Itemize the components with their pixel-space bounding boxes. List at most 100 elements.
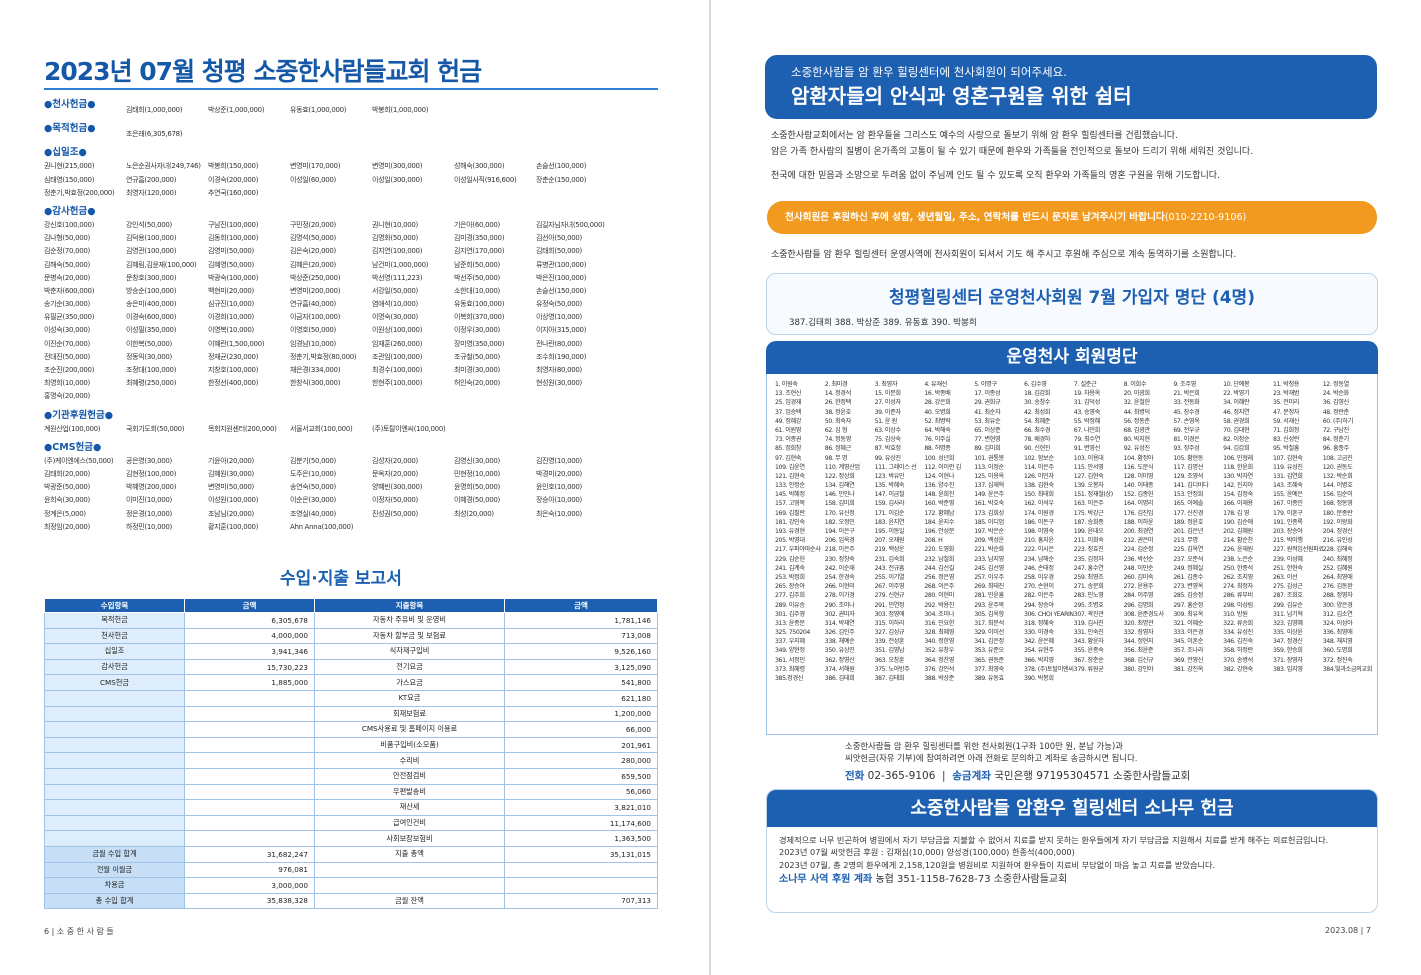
donation-section: ●CMS헌금● (주)케이엔에스(50,000) 공은영(30,000) 기윤아(20… <box>44 440 664 534</box>
member-entry: 83. 신성란 <box>1272 436 1300 444</box>
donor-list: 강신호(100,000) 강인석(50,000) 구남진(100,000) 구민정(2… <box>44 219 664 404</box>
table-cell <box>184 721 315 738</box>
member-entry: 134. 김해연 <box>824 482 855 490</box>
donor-entry: 국회기도회(50,000) <box>126 424 185 433</box>
donation-section: ●기관후원헌금● 계원산업(100,000) 국회기도회(50,000) 목회지원센터… <box>44 408 664 436</box>
member-entry: 205. 박영대 <box>775 537 805 545</box>
donor-entry: 송기순(30,000) <box>44 300 90 309</box>
table-row: 안전점검비 659,500 <box>44 767 658 785</box>
table-cell: 9,526,160 <box>504 643 658 660</box>
table-header: 금액 <box>504 598 658 613</box>
member-entry: 252. 김혜원 <box>1322 564 1353 572</box>
member-entry: 94. 김갑희 <box>1223 445 1250 453</box>
donor-entry: 이정우(30,000) <box>454 326 500 335</box>
member-entry: 87. 박효정 <box>874 445 901 453</box>
member-entry: 246. 손태정 <box>1023 564 1054 572</box>
member-entry: 173. 김희성 <box>974 509 1004 517</box>
donor-entry: 강인석(50,000) <box>126 220 172 229</box>
donor-entry: 서강일(50,000) <box>372 286 418 295</box>
member-entry: 36. 김영신 <box>1322 399 1349 407</box>
member-entry: 117. 김명선 <box>1173 463 1203 471</box>
member-entry: 7. 설춘근 <box>1073 381 1097 388</box>
table-row: CMS사용료 및 홈페이지 이용료 66,000 <box>44 721 658 738</box>
report-title: 수입·지출 보고서 <box>272 564 410 592</box>
donor-entry: 전나란(80,000) <box>536 339 582 348</box>
donor-entry: 김영관(100,000) <box>126 247 177 256</box>
table-cell: 1,363,500 <box>504 830 658 847</box>
member-entry: 344. 정현지 <box>1123 638 1154 646</box>
member-entry: 204. 정경신 <box>1322 528 1353 535</box>
member-entry: 135. 박혜숙 <box>874 482 905 490</box>
member-entry: 306. CHOI YEARIN <box>1023 610 1074 618</box>
right-page: 소중한사람들 암 환우 힐링센터에 천사회원이 되어주세요. 암환자들의 안식과… <box>711 0 1421 975</box>
member-entry: 151. 정재철(상) <box>1073 491 1113 499</box>
donor-entry: 목회지원센터(200,000) <box>208 424 277 433</box>
member-entry: 131. 김연희 <box>1272 472 1303 480</box>
member-entry: 52. 최병락 <box>924 417 951 425</box>
member-entry: 347. 정경신 <box>1272 638 1303 646</box>
member-entry: 275. 김성근 <box>1272 583 1303 591</box>
member-entry: 342. 윤은혜 <box>1023 638 1054 646</box>
table-cell: 201,961 <box>504 736 658 754</box>
member-entry: 138. 김현숙 <box>1023 482 1054 490</box>
member-entry: 301. 김주영 <box>775 610 805 618</box>
donor-entry: 김은숙(20,000) <box>290 247 336 256</box>
member-entry: 112. 이이런 김 <box>924 463 961 471</box>
donor-entry: 이복희(370,000) <box>454 313 505 322</box>
member-entry: 389. 유동효 <box>974 675 1004 682</box>
member-entry: 61. 이원영 <box>775 426 802 434</box>
table-cell: 수리비 <box>314 752 505 769</box>
donor-entry: 최영자(80,000) <box>536 366 582 374</box>
donor-entry: 양혜빈(300,000) <box>372 483 423 492</box>
donor-entry: 이성원(100,000) <box>208 496 259 505</box>
table-cell: 3,000,000 <box>184 877 315 894</box>
member-entry: 253. 박정희 <box>775 573 805 581</box>
member-entry: 23. 박재범 <box>1272 390 1300 398</box>
donor-entry: 정동익(30,000) <box>126 352 172 361</box>
table-cell: 1,781,146 <box>504 612 658 629</box>
table-cell <box>184 752 315 769</box>
donor-entry: 이성일(60,000) <box>290 175 336 184</box>
donor-entry: 장춘순(150,000) <box>536 175 587 184</box>
member-entry: 368. 김신규 <box>1123 656 1154 664</box>
donor-entry: 유필균(350,000) <box>44 313 95 322</box>
table-cell: 자동차 할부금 및 보험료 <box>314 627 505 645</box>
donor-entry: 윤희숙(30,000) <box>44 496 90 505</box>
new-members-title: 청평힐링센터 운영천사회원 7월 가입자 명단 (4명) <box>889 288 1255 308</box>
table-cell: 감사헌금 <box>44 658 185 676</box>
member-entry: 326. 김인주 <box>824 629 855 637</box>
donor-entry: 허인숙(20,000) <box>454 379 500 388</box>
member-entry: 384.빛과소금의교회 <box>1322 665 1373 673</box>
member-entry: 289. 이유승 <box>775 601 805 609</box>
member-entry: 226. 윤재원 <box>1223 546 1253 554</box>
member-entry: 73. 이종권 <box>775 436 802 444</box>
donor-entry: 김명화(50,000) <box>372 234 418 243</box>
donor-entry: 조영실(40,000) <box>290 509 336 518</box>
member-entry: 250. 한종석 <box>1223 564 1253 572</box>
donor-entry: 계원산업(100,000) <box>44 424 101 433</box>
donor-entry: 연규흠(40,000) <box>290 300 336 309</box>
table-cell: CMS헌금 <box>44 674 185 691</box>
donor-entry: 이경숙(200,000) <box>208 175 259 184</box>
member-entry: 19. 차용옥 <box>1073 390 1100 398</box>
member-entry: 277. 김주희 <box>775 592 805 600</box>
healing-center-banner: 소중한사람들 암 환우 힐링센터에 천사회원이 되어주세요. 암환자들의 안식과… <box>765 55 1377 119</box>
member-entry: 210. 홍지윤 <box>1023 537 1054 545</box>
member-entry: 46. 정지연 <box>1223 408 1250 416</box>
member-entry: 195. 이동일 <box>874 528 905 535</box>
section-title: ●천사헌금● <box>44 99 96 110</box>
donor-entry: 유동효(100,000) <box>454 300 505 309</box>
member-entry: 181. 강인숙 <box>775 518 805 526</box>
donor-entry: 김나형(50,000) <box>44 234 90 243</box>
member-entry: 283. 민노영 <box>1073 592 1104 600</box>
member-entry: 363. 오창훈 <box>874 656 905 664</box>
member-entry: 129. 조영석 <box>1173 472 1203 480</box>
member-entry: 338. 채예순 <box>824 638 855 646</box>
member-entry: 145. 박혜정 <box>775 491 805 499</box>
donor-entry: 최혜령(250,000) <box>126 379 177 388</box>
table-row: 수리비 280,000 <box>44 752 658 769</box>
member-entry: 282. 이은주 <box>1023 592 1054 600</box>
member-entry: 280. 이현미 <box>924 592 955 600</box>
member-entry: 58. 권경희 <box>1223 417 1250 425</box>
donor-entry: 변영미(200,000) <box>290 286 341 295</box>
